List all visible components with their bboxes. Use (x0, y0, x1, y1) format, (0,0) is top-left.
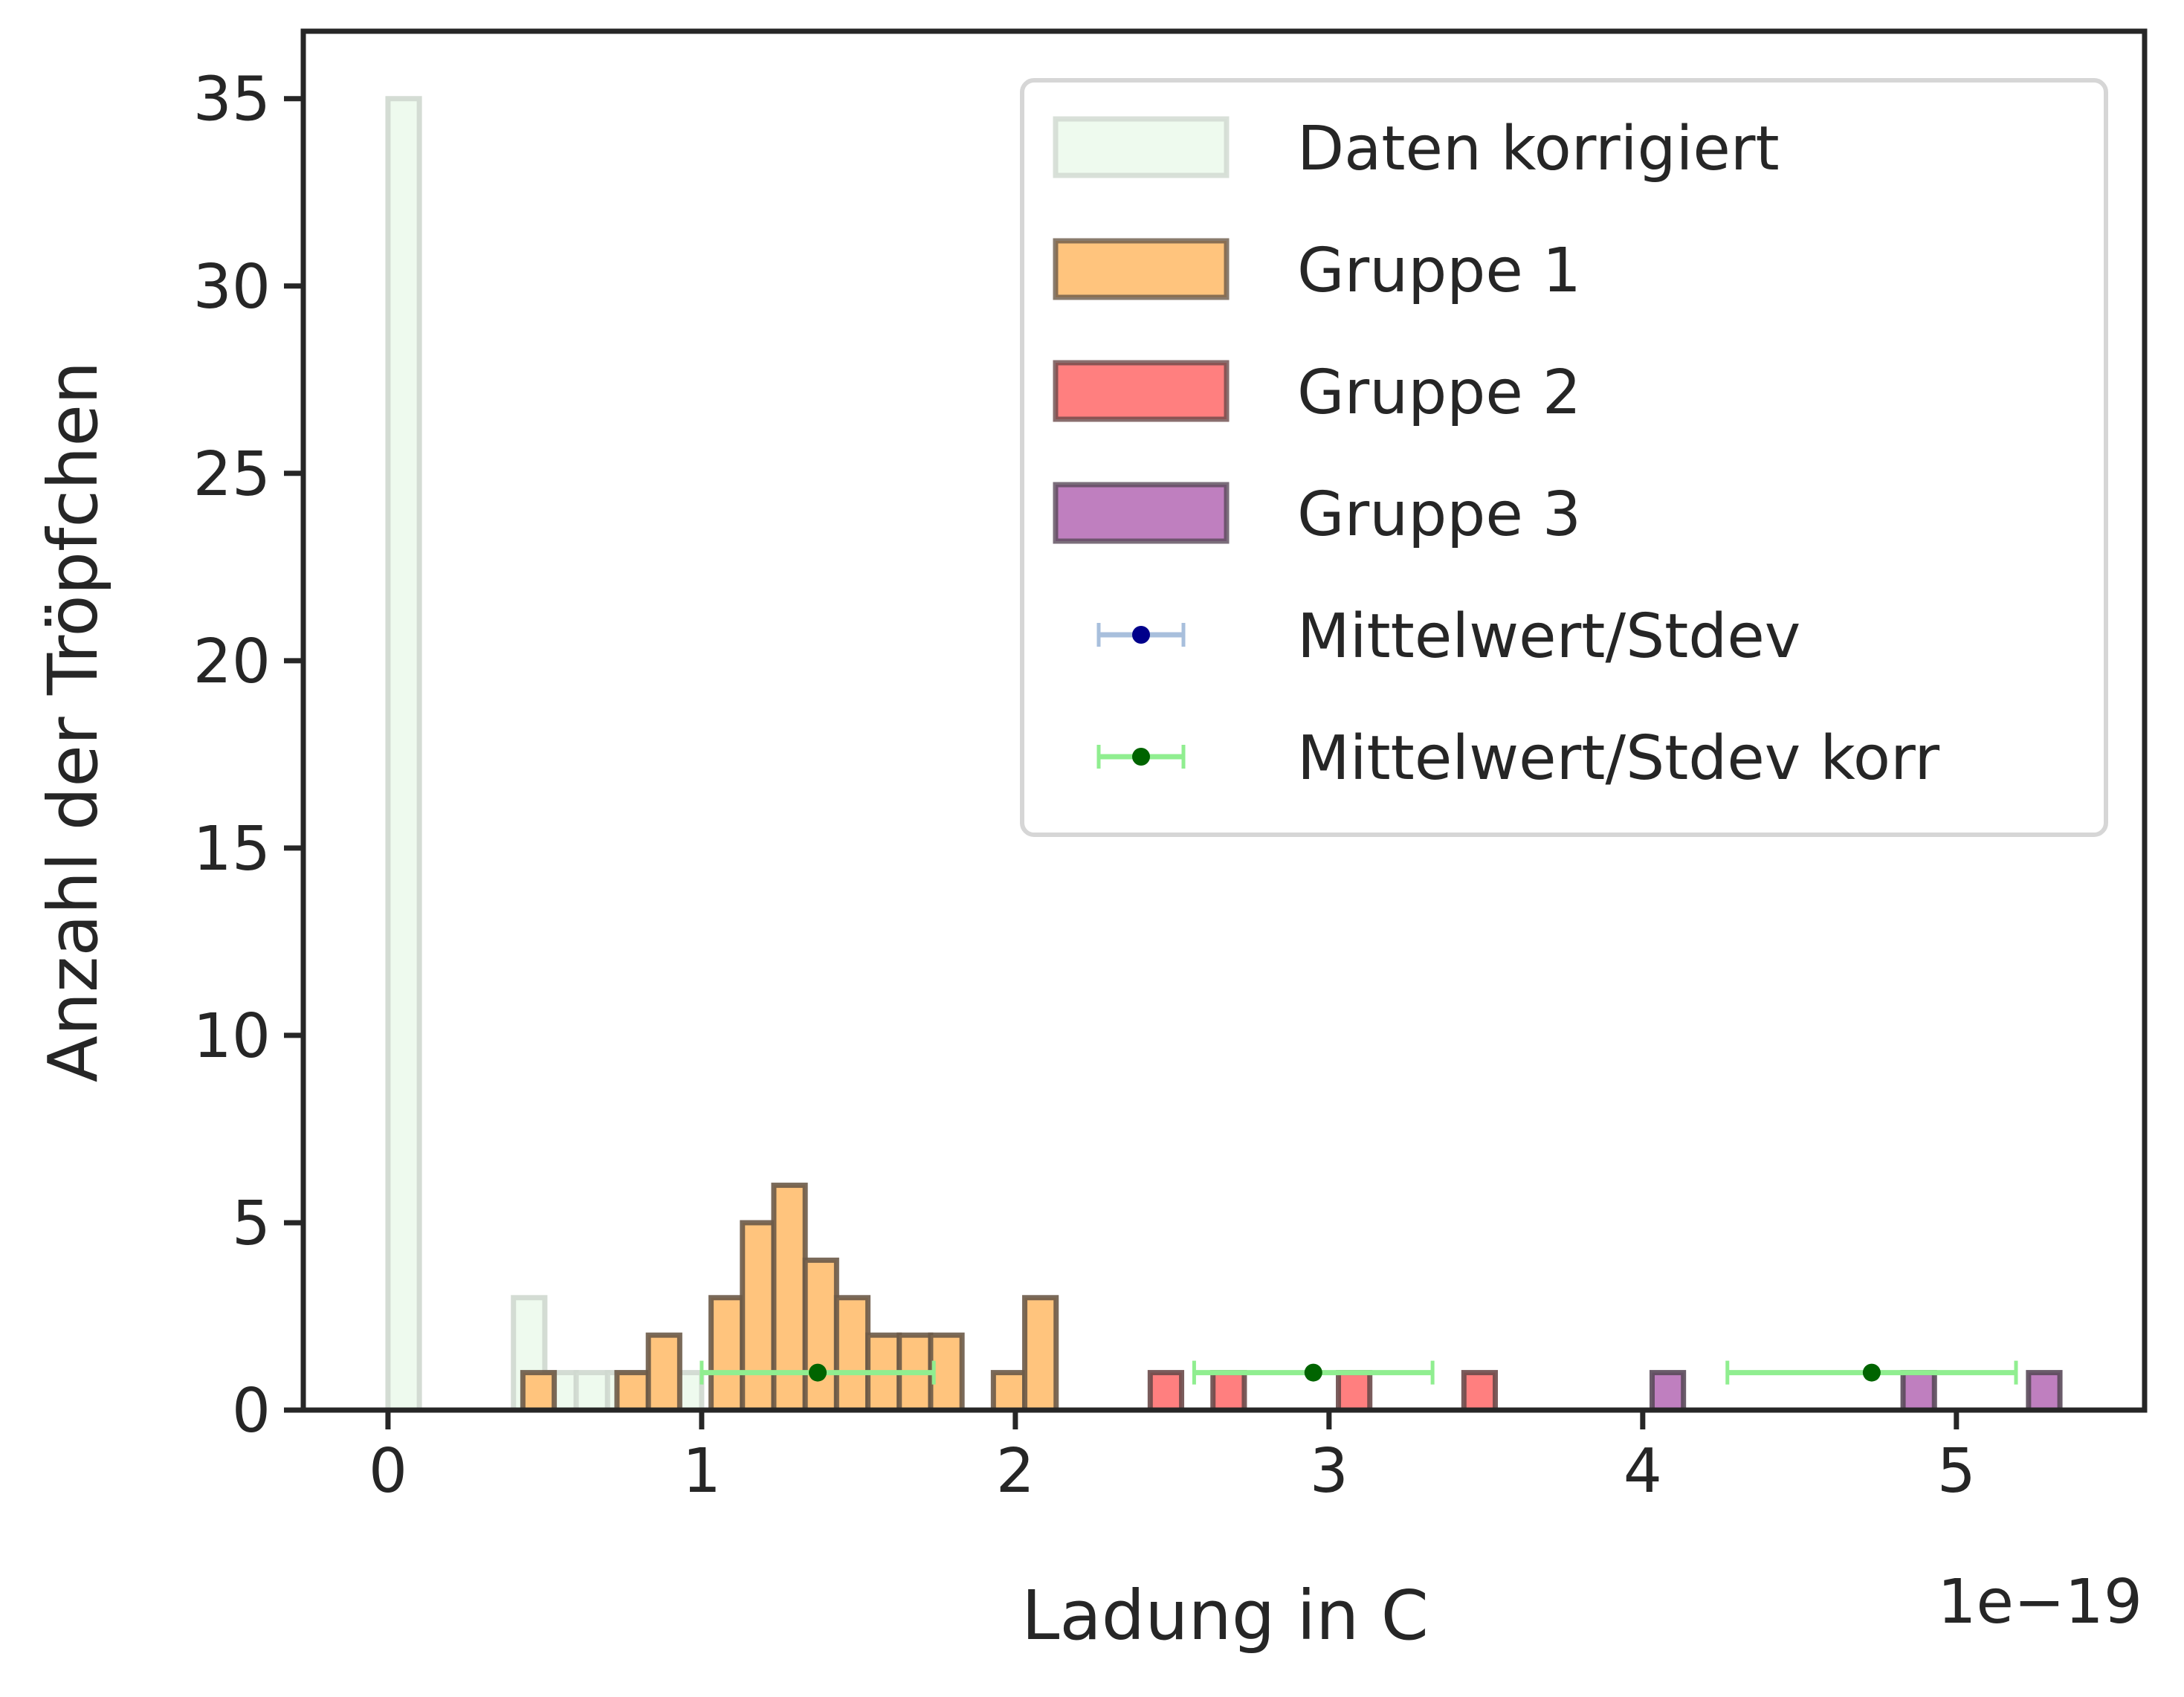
x-axis-offset-label: 1e−19 (1937, 1567, 2142, 1638)
legend-item-5: Mittelwert/Stdev korr (1096, 723, 1939, 794)
errorbar-marker (1304, 1363, 1322, 1382)
legend-label: Mittelwert/Stdev korr (1297, 723, 1939, 794)
y-tick-label: 15 (193, 814, 271, 885)
legend-label: Daten korrigiert (1297, 114, 1780, 184)
legend-swatch (1053, 238, 1230, 300)
bar-gruppe-2-2 (1336, 1370, 1373, 1413)
errorbar-marker (809, 1363, 827, 1382)
bar-gruppe-2-1 (1210, 1370, 1247, 1413)
legend-label: Gruppe 2 (1297, 358, 1581, 428)
bar-gruppe-2-3 (1461, 1370, 1499, 1413)
bar-gruppe-3-2 (2026, 1370, 2063, 1413)
x-tick-label: 4 (1624, 1436, 1662, 1507)
bar-gruppe-3-0 (1649, 1370, 1687, 1413)
x-tick-label: 0 (369, 1436, 407, 1507)
errorbar-point-2 (1725, 1360, 2018, 1385)
y-tick-label: 35 (193, 65, 271, 135)
y-axis-label: Anzahl der Tröpfchen (33, 361, 113, 1082)
y-tick-label: 20 (193, 627, 271, 697)
bar-gruppe-1-12 (1022, 1295, 1059, 1413)
legend-swatch (1053, 116, 1230, 178)
errorbar-point-0 (700, 1360, 936, 1385)
legend-label: Gruppe 1 (1297, 236, 1581, 306)
x-tick-label: 3 (1310, 1436, 1348, 1507)
bar-gruppe-1-11 (990, 1370, 1028, 1413)
bar-gruppe-1-4 (740, 1220, 777, 1413)
bar-gruppe-1-3 (708, 1295, 746, 1413)
legend-swatch (1053, 482, 1230, 544)
legend-swatch (1053, 360, 1230, 422)
legend-errorbar-marker (1132, 748, 1150, 766)
y-axis: 0 5 10 15 20 25 30 35 (193, 65, 303, 1447)
y-tick-label: 0 (232, 1376, 271, 1447)
bars-layer (385, 96, 2063, 1413)
bar-gruppe-1-0 (520, 1370, 558, 1413)
plot-frame (300, 28, 2148, 1413)
y-tick-label: 10 (193, 1001, 271, 1072)
legend: Daten korrigiert Gruppe 1 Gruppe 2 Gruppe 3… (1020, 78, 2108, 837)
legend-errorbar-marker (1132, 626, 1150, 644)
legend-item-0: Daten korrigiert (1053, 114, 1780, 184)
bar-gruppe-1-2 (645, 1332, 682, 1413)
bar-daten-korrigiert-0 (385, 96, 422, 1413)
legend-label: Mittelwert/Stdev (1297, 601, 1800, 672)
legend-item-2: Gruppe 2 (1053, 358, 1581, 428)
legend-item-3: Gruppe 3 (1053, 479, 1581, 550)
y-tick-label: 5 (232, 1189, 271, 1259)
errorbar-layer (700, 1360, 2018, 1385)
bar-gruppe-1-6 (802, 1257, 839, 1413)
x-axis-label: Ladung in C (1021, 1576, 1429, 1655)
bar-gruppe-1-1 (614, 1370, 651, 1413)
errorbar-marker (1862, 1363, 1881, 1382)
x-axis: 0 1 2 3 4 5 (369, 1410, 1976, 1507)
errorbar-point-1 (1192, 1360, 1435, 1385)
bar-gruppe-1-7 (833, 1295, 871, 1413)
x-tick-label: 5 (1937, 1436, 1976, 1507)
x-tick-label: 1 (682, 1436, 721, 1507)
bar-gruppe-2-0 (1147, 1370, 1185, 1413)
bar-gruppe-1-5 (771, 1183, 808, 1413)
legend-item-4: Mittelwert/Stdev (1096, 601, 1800, 672)
bar-daten-korrigiert-3 (573, 1370, 610, 1413)
legend-frame (1020, 78, 2108, 837)
legend-item-1: Gruppe 1 (1053, 236, 1581, 306)
bar-gruppe-3-1 (1900, 1370, 1937, 1413)
y-tick-label: 25 (193, 439, 271, 510)
legend-label: Gruppe 3 (1297, 479, 1581, 550)
y-tick-label: 30 (193, 252, 271, 323)
x-tick-label: 2 (996, 1436, 1035, 1507)
